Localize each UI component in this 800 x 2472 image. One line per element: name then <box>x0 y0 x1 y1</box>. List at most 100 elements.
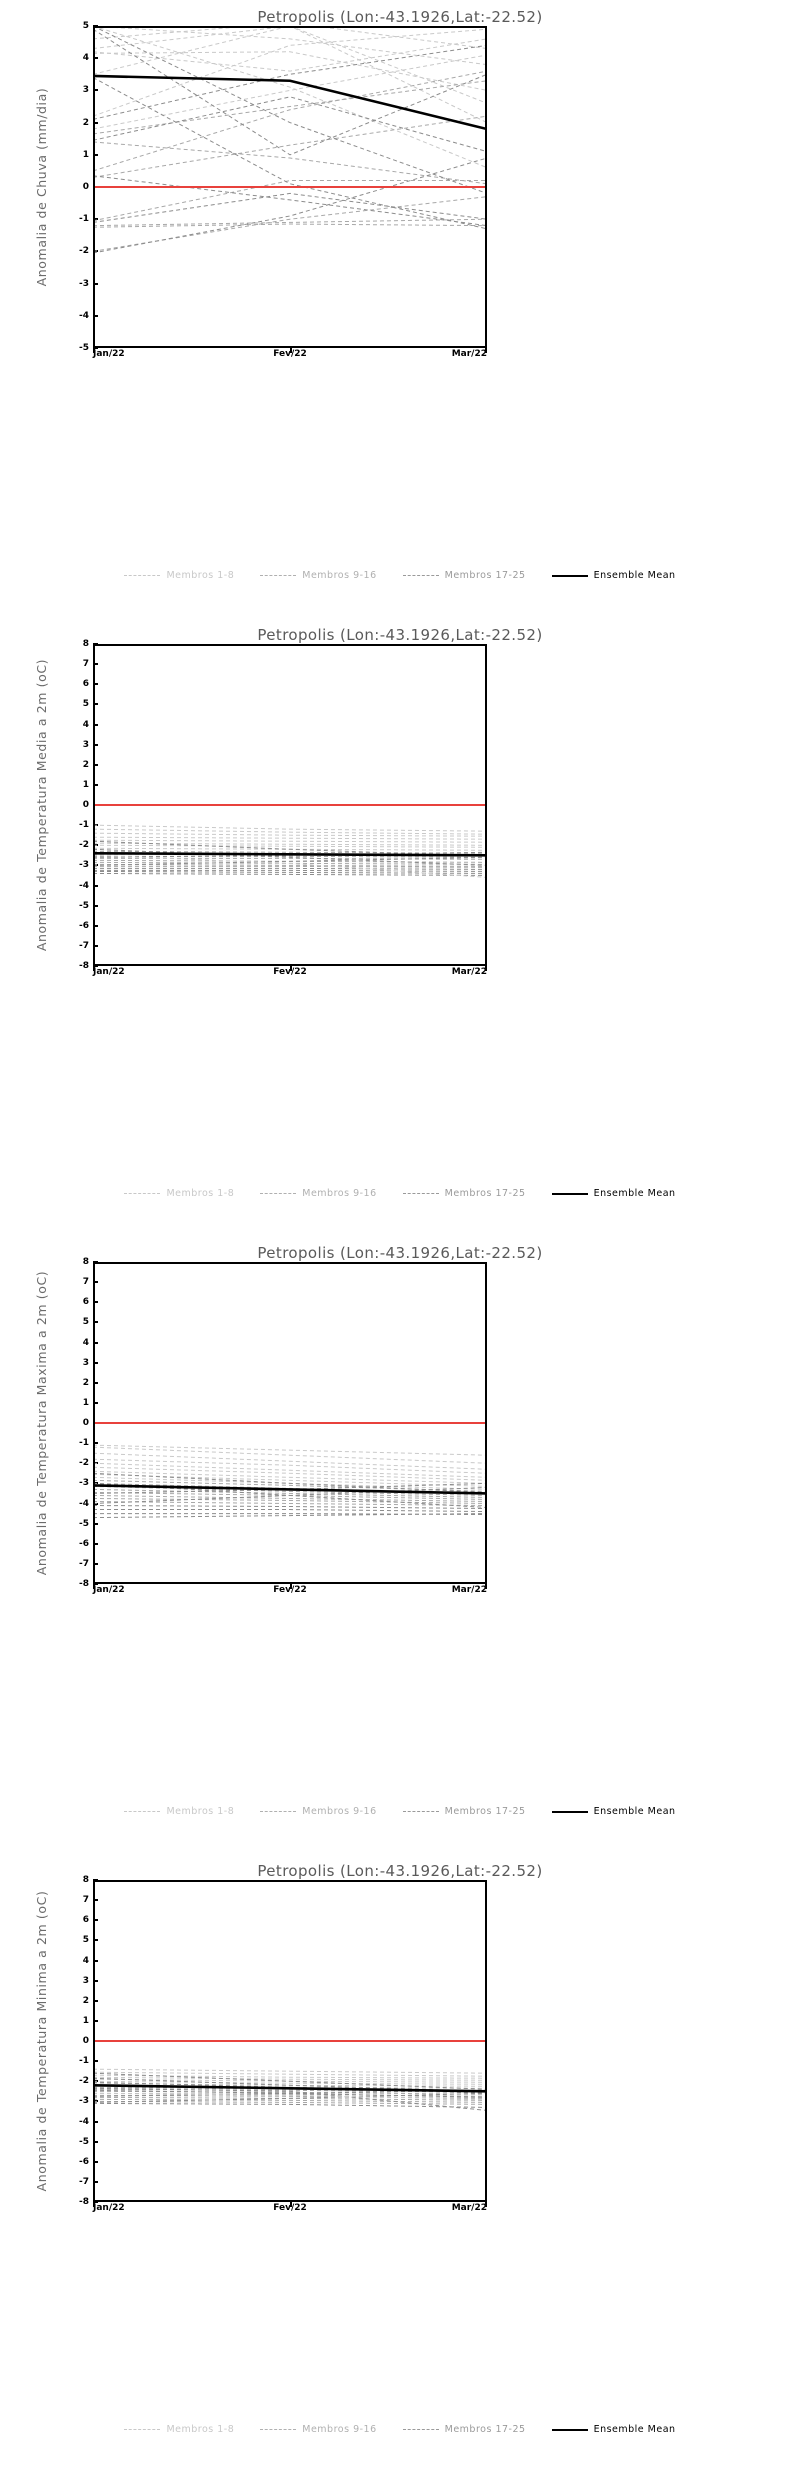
x-tick-mark <box>93 348 95 353</box>
legend-item[interactable]: Membros 9-16 <box>260 2424 376 2435</box>
y-tick-mark <box>93 1321 98 1324</box>
member-line <box>93 70 487 172</box>
y-tick-label: 6 <box>82 1297 89 1308</box>
legend-label: Membros 17-25 <box>444 570 526 581</box>
y-axis-label: Anomalia de Temperatura Minima a 2m (oC) <box>34 1890 49 2192</box>
y-tick-mark <box>93 2201 98 2203</box>
y-tick-mark <box>93 2120 98 2123</box>
y-tick-label: 8 <box>82 639 89 649</box>
y-axis-label: Anomalia de Temperatura Maxima a 2m (oC) <box>34 1270 49 1576</box>
legend-line-swatch <box>260 2429 297 2430</box>
y-tick-mark <box>93 218 98 221</box>
y-tick-mark <box>93 1899 98 1902</box>
legend-item[interactable]: Membros 17-25 <box>402 570 526 581</box>
y-tick-label: 2 <box>82 1377 89 1388</box>
member-line <box>93 836 487 840</box>
legend-item[interactable]: Membros 9-16 <box>260 570 376 581</box>
y-tick-label: -3 <box>79 278 89 289</box>
legend-line-swatch <box>551 2428 588 2431</box>
y-tick-label: -2 <box>79 840 89 851</box>
y-tick-label: -5 <box>79 900 89 911</box>
y-tick-mark <box>93 884 98 887</box>
chart-title: Petropolis (Lon:-43.1926,Lat:-22.52) <box>257 626 543 644</box>
legend-label: Membros 9-16 <box>302 570 377 581</box>
y-tick-label: -7 <box>79 2176 89 2187</box>
y-tick-label: -1 <box>79 2056 89 2067</box>
legend-item[interactable]: Membros 1-8 <box>124 2424 234 2435</box>
legend-item[interactable]: Ensemble Mean <box>551 1806 676 1817</box>
y-tick-label: 8 <box>82 1875 89 1885</box>
y-tick-label: 1 <box>82 1397 89 1408</box>
y-tick-label: -8 <box>79 2197 89 2207</box>
y-tick-label: 7 <box>82 659 89 670</box>
y-tick-label: 4 <box>82 1955 89 1966</box>
legend-item[interactable]: Ensemble Mean <box>551 570 676 581</box>
y-tick-mark <box>93 1361 98 1364</box>
chart-panel-chuva: Petropolis (Lon:-43.1926,Lat:-22.52) Anom… <box>0 0 800 618</box>
y-tick-mark <box>93 1999 98 2002</box>
member-line <box>93 832 487 837</box>
y-tick-label: 0 <box>82 182 89 192</box>
legend-item[interactable]: Membros 17-25 <box>402 1806 526 1817</box>
chart-legend: Membros 1-8 Membros 9-16 Membros 17-25 Ense… <box>0 1806 800 1817</box>
member-line <box>93 175 487 227</box>
member-line <box>93 26 487 124</box>
member-line <box>93 54 487 130</box>
y-tick-mark <box>93 89 98 92</box>
legend-line-swatch <box>402 575 439 576</box>
member-line <box>93 869 487 872</box>
member-line <box>93 2080 487 2085</box>
y-tick-label: 2 <box>82 1995 89 2006</box>
y-tick-label: 1 <box>82 2015 89 2026</box>
x-tick-mark <box>93 966 95 971</box>
member-line <box>93 2102 487 2108</box>
legend-item[interactable]: Membros 1-8 <box>124 1188 234 1199</box>
y-tick-mark <box>93 1583 98 1585</box>
member-line <box>93 192 487 223</box>
y-tick-mark <box>93 1341 98 1344</box>
legend-item[interactable]: Membros 1-8 <box>124 570 234 581</box>
member-line <box>93 1462 487 1478</box>
member-line <box>93 2072 487 2090</box>
legend-label: Membros 1-8 <box>166 570 235 581</box>
legend-label: Membros 17-25 <box>444 1806 526 1817</box>
member-line <box>93 1509 487 1513</box>
legend-item[interactable]: Ensemble Mean <box>551 2424 676 2435</box>
x-tick-mark <box>290 2202 292 2207</box>
member-line <box>93 1494 487 1502</box>
plot-area: Anomalia de Temperatura Media a 2m (oC) 8… <box>34 639 487 977</box>
y-tick-mark <box>93 1401 98 1404</box>
legend-label: Membros 9-16 <box>302 1188 377 1199</box>
legend-item[interactable]: Membros 17-25 <box>402 2424 526 2435</box>
x-tick-mark <box>485 966 487 971</box>
member-line <box>93 2092 487 2103</box>
legend-item[interactable]: Membros 9-16 <box>260 1188 376 1199</box>
member-line <box>93 840 487 857</box>
legend-item[interactable]: Membros 17-25 <box>402 1188 526 1199</box>
legend-item[interactable]: Membros 1-8 <box>124 1806 234 1817</box>
plot-area: Anomalia de Temperatura Maxima a 2m (oC)… <box>34 1257 487 1595</box>
legend-item[interactable]: Membros 9-16 <box>260 1806 376 1817</box>
chart-legend: Membros 1-8 Membros 9-16 Membros 17-25 Ense… <box>0 570 800 581</box>
y-axis-label: Anomalia de Chuva (mm/dia) <box>34 87 49 287</box>
y-tick-label: -4 <box>79 880 89 891</box>
member-line <box>93 1458 487 1474</box>
member-line <box>93 839 487 843</box>
member-line <box>93 1513 487 1516</box>
x-tick-label: Fev/22 <box>273 1585 307 1595</box>
y-tick-mark <box>93 121 98 124</box>
legend-line-swatch <box>260 1811 297 1812</box>
y-tick-label: 3 <box>82 85 89 96</box>
y-tick-mark <box>93 904 98 907</box>
legend-item[interactable]: Ensemble Mean <box>551 1188 676 1199</box>
y-tick-mark <box>93 683 98 686</box>
member-line <box>93 2089 487 2097</box>
x-tick-mark <box>93 2202 95 2207</box>
member-line <box>93 26 487 50</box>
y-tick-label: 0 <box>82 1418 89 1428</box>
member-line <box>93 26 487 66</box>
member-line <box>93 1470 487 1484</box>
series-canvas <box>93 1422 487 1519</box>
legend-line-swatch <box>260 1193 297 1194</box>
